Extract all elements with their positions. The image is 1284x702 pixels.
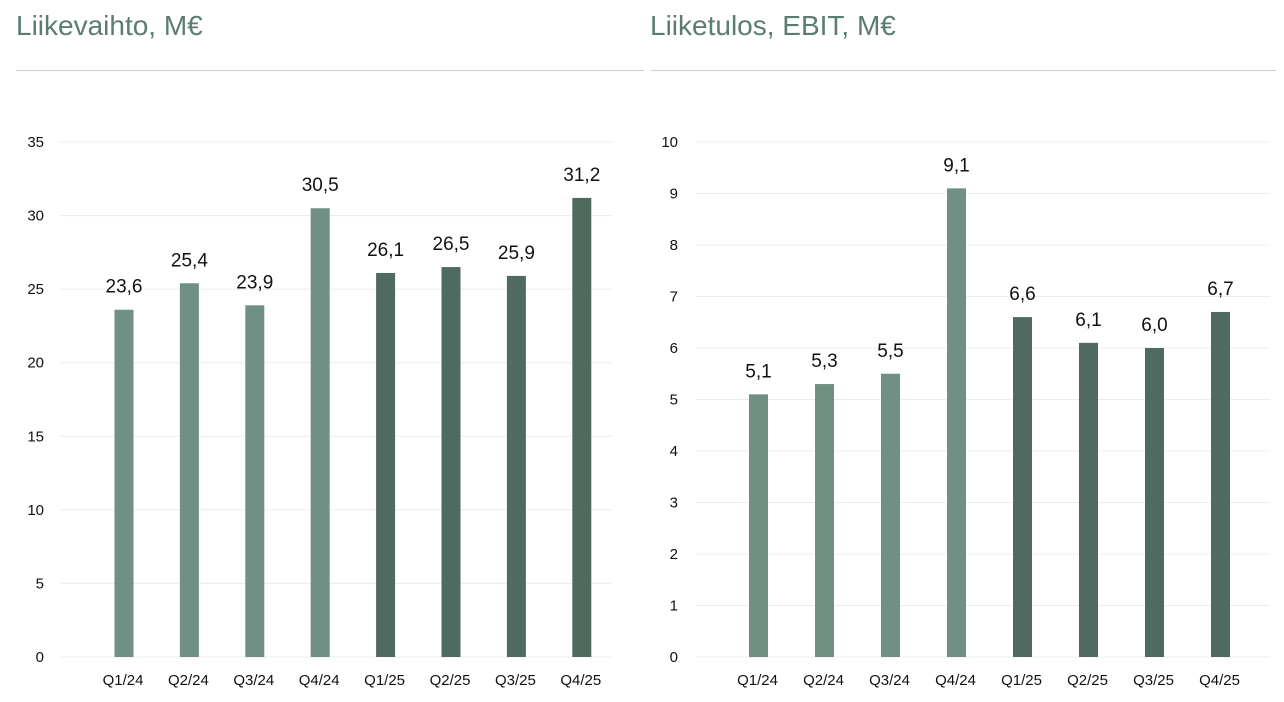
data-label: 6,0 [1141, 315, 1167, 336]
data-label: 31,2 [563, 165, 600, 186]
revenue-bar-chart: 0 5 10 15 20 25 30 35 23,6 Q1/24 25,4 Q2/24 23,9 Q3/2… [27, 134, 612, 689]
y-tick-label: 35 [27, 134, 44, 151]
y-tick-label: 6 [670, 340, 678, 357]
data-label: 9,1 [943, 155, 969, 176]
data-label: 5,5 [877, 341, 903, 362]
y-tick-label: 1 [670, 598, 678, 615]
y-tick-label: 0 [670, 649, 678, 666]
data-label: 26,1 [367, 240, 404, 261]
data-label: 26,5 [433, 234, 470, 255]
bar [1145, 348, 1164, 657]
y-tick-label: 5 [670, 392, 678, 409]
y-tick-label: 10 [661, 134, 678, 151]
x-tick-label: Q4/25 [1199, 672, 1240, 689]
y-tick-label: 20 [27, 355, 44, 372]
bar [506, 275, 526, 657]
x-tick-label: Q3/24 [869, 672, 910, 689]
x-tick-label: Q2/24 [803, 672, 844, 689]
revenue-chart-panel: Liikevaihto, M€ 0 5 10 15 20 25 30 35 23,6 Q1/24 2… [16, 10, 644, 689]
y-tick-label: 5 [36, 575, 44, 592]
y-tick-label: 2 [670, 546, 678, 563]
y-tick-label: 15 [27, 428, 44, 445]
y-tick-label: 3 [670, 495, 678, 512]
bar [1211, 311, 1230, 657]
x-tick-label: Q2/25 [430, 672, 471, 689]
bar [749, 394, 768, 657]
y-tick-label: 7 [670, 289, 678, 306]
ebit-bar-chart: 0 1 2 3 4 5 6 7 8 9 10 5,1 Q1/24 5,3 Q2/24 5,5 Q3/24 9,1 Q… [661, 134, 1270, 689]
x-tick-label: Q3/25 [1133, 672, 1174, 689]
bar [114, 309, 134, 657]
bar [815, 384, 834, 657]
x-tick-label: Q1/25 [1001, 672, 1042, 689]
x-tick-label: Q4/25 [560, 672, 601, 689]
data-label: 6,7 [1207, 279, 1233, 300]
x-tick-label: Q1/25 [364, 672, 405, 689]
y-tick-label: 4 [670, 443, 678, 460]
bar [881, 373, 900, 657]
x-tick-label: Q3/25 [495, 672, 536, 689]
bar [376, 272, 396, 657]
data-label: 6,1 [1075, 310, 1101, 331]
title-divider [650, 70, 1276, 71]
data-label: 25,4 [171, 250, 208, 271]
data-label: 23,9 [236, 272, 273, 293]
y-tick-label: 30 [27, 208, 44, 225]
x-tick-label: Q3/24 [233, 672, 274, 689]
bar [441, 267, 461, 657]
data-label: 6,6 [1009, 284, 1035, 305]
x-tick-label: Q1/24 [103, 672, 144, 689]
x-tick-label: Q2/25 [1067, 672, 1108, 689]
ebit-chart-panel: Liiketulos, EBIT, M€ 0 1 2 3 4 5 6 7 8 9 10 5,1 Q1/2… [650, 0, 1284, 702]
bar [179, 283, 199, 657]
data-label: 5,1 [745, 361, 771, 382]
x-tick-label: Q4/24 [935, 672, 976, 689]
y-tick-label: 8 [670, 237, 678, 254]
y-tick-label: 10 [27, 502, 44, 519]
bar [947, 188, 966, 657]
bar [310, 208, 330, 657]
x-tick-label: Q1/24 [737, 672, 778, 689]
y-tick-label: 9 [670, 186, 678, 203]
data-label: 30,5 [302, 175, 339, 196]
data-label: 5,3 [811, 351, 837, 372]
y-tick-label: 0 [36, 649, 44, 666]
chart-title: Liikevaihto, M€ [16, 10, 203, 41]
y-tick-label: 25 [27, 281, 44, 298]
chart-title: Liiketulos, EBIT, M€ [650, 10, 896, 41]
bar [245, 305, 265, 657]
bar [1079, 342, 1098, 657]
data-label: 25,9 [498, 243, 535, 264]
data-label: 23,6 [106, 277, 143, 298]
bar [1013, 317, 1032, 657]
x-tick-label: Q4/24 [299, 672, 340, 689]
bar [572, 197, 592, 657]
title-divider [16, 70, 644, 71]
x-tick-label: Q2/24 [168, 672, 209, 689]
